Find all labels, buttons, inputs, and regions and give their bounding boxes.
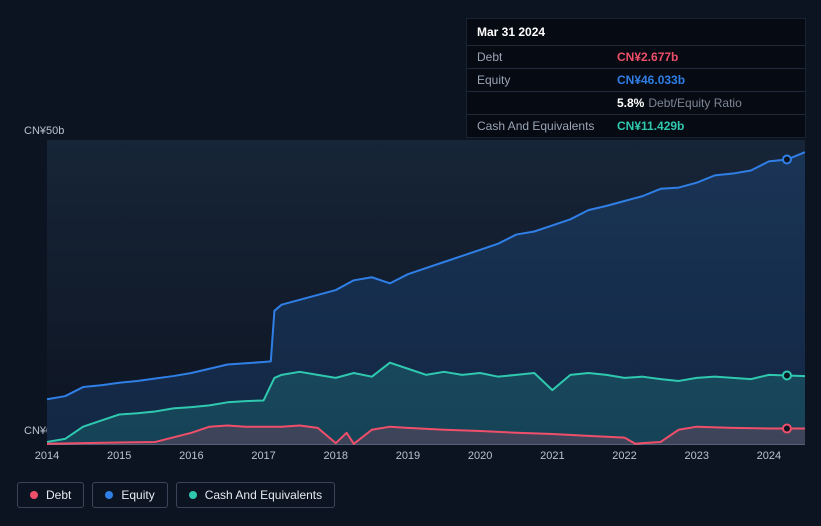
tooltip-row-suffix: Debt/Equity Ratio (648, 96, 741, 110)
tooltip-row-value: CN¥46.033b (617, 73, 685, 87)
x-tick-label: 2015 (107, 450, 131, 462)
tooltip-row: DebtCN¥2.677b (467, 45, 805, 68)
x-tick-label: 2020 (468, 450, 492, 462)
tooltip-row-value: CN¥2.677b (617, 50, 678, 64)
x-tick-label: 2019 (396, 450, 420, 462)
legend-label: Debt (46, 488, 71, 502)
legend-item-cash[interactable]: Cash And Equivalents (176, 482, 335, 508)
marker-debt (783, 425, 791, 433)
marker-cash (783, 371, 791, 379)
legend-dot-icon (30, 491, 38, 499)
chart-tooltip: Mar 31 2024 DebtCN¥2.677bEquityCN¥46.033… (466, 18, 806, 138)
x-tick-label: 2024 (757, 450, 781, 462)
y-axis-label-max: CN¥50b (24, 125, 64, 137)
x-tick-label: 2017 (251, 450, 275, 462)
x-tick-label: 2021 (540, 450, 564, 462)
tooltip-row-value: CN¥11.429b (617, 119, 684, 133)
tooltip-row-label: Debt (477, 50, 617, 64)
x-tick-label: 2016 (179, 450, 203, 462)
x-tick-label: 2023 (684, 450, 708, 462)
tooltip-row-label: Equity (477, 73, 617, 87)
tooltip-row-label (477, 96, 617, 110)
tooltip-row-label: Cash And Equivalents (477, 119, 617, 133)
legend-dot-icon (105, 491, 113, 499)
legend-label: Cash And Equivalents (205, 488, 322, 502)
x-tick-label: 2018 (324, 450, 348, 462)
tooltip-row: EquityCN¥46.033b (467, 68, 805, 91)
tooltip-date: Mar 31 2024 (467, 19, 805, 45)
financials-area-chart[interactable] (17, 140, 805, 445)
legend-item-equity[interactable]: Equity (92, 482, 167, 508)
chart-legend: Debt Equity Cash And Equivalents (17, 482, 335, 508)
legend-dot-icon (189, 491, 197, 499)
legend-item-debt[interactable]: Debt (17, 482, 84, 508)
tooltip-row: 5.8%Debt/Equity Ratio (467, 91, 805, 114)
legend-label: Equity (121, 488, 154, 502)
marker-equity (783, 156, 791, 164)
tooltip-row-value: 5.8%Debt/Equity Ratio (617, 96, 742, 110)
x-tick-label: 2022 (612, 450, 636, 462)
x-tick-label: 2014 (35, 450, 59, 462)
tooltip-row: Cash And EquivalentsCN¥11.429b (467, 114, 805, 137)
